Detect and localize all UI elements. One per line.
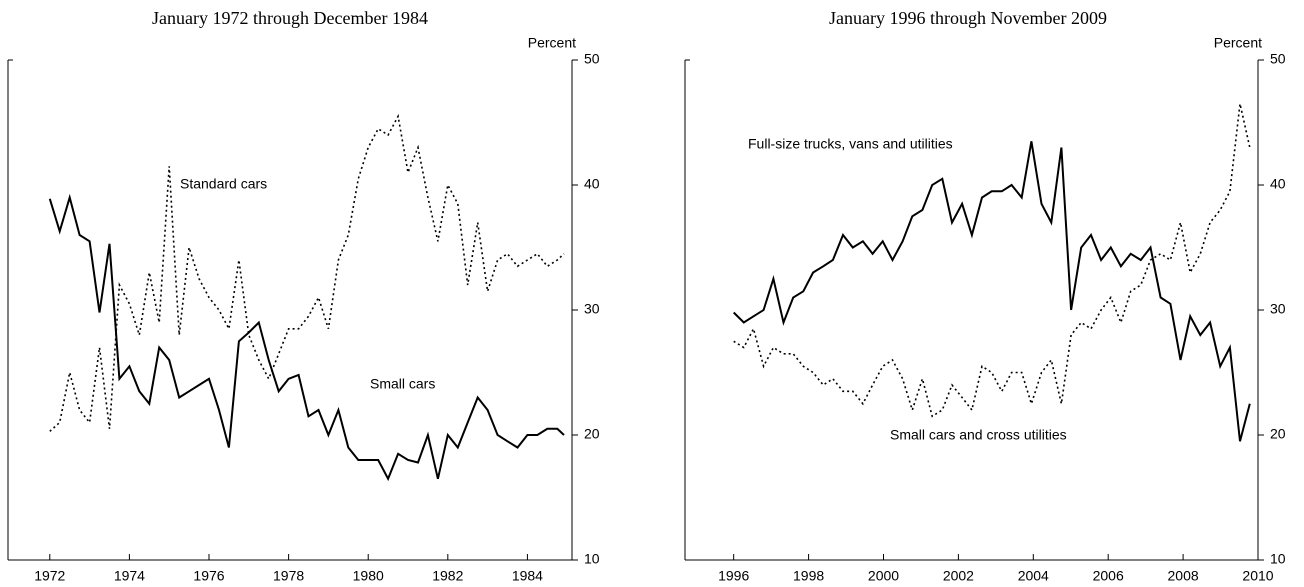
series-line	[49, 113, 565, 432]
x-tick-label: 2006	[1093, 568, 1124, 584]
series-label: Full-size trucks, vans and utilities	[748, 136, 953, 152]
x-tick-label: 1998	[793, 568, 824, 584]
x-tick-label: 2008	[1168, 568, 1199, 584]
x-tick-label: 1982	[432, 568, 463, 584]
y-tick-label: 10	[1270, 551, 1286, 567]
series-line	[733, 103, 1251, 418]
y-tick-label: 10	[584, 551, 600, 567]
x-tick-label: 1976	[193, 568, 224, 584]
y-tick-label: 30	[1270, 301, 1286, 317]
y-tick-label: 20	[584, 426, 600, 442]
y-tick-label: 40	[584, 176, 600, 192]
chart-title: January 1972 through December 1984	[152, 8, 428, 28]
series-label: Standard cars	[180, 176, 267, 192]
x-tick-label: 2004	[1018, 568, 1049, 584]
x-tick-label: 1972	[34, 568, 65, 584]
x-tick-label: 1996	[718, 568, 749, 584]
y-axis-label: Percent	[528, 35, 576, 51]
x-tick-label: 2002	[943, 568, 974, 584]
y-tick-label: 50	[1270, 51, 1286, 67]
chart-title: January 1996 through November 2009	[829, 8, 1107, 28]
y-axis-label: Percent	[1214, 35, 1262, 51]
y-tick-label: 20	[1270, 426, 1286, 442]
x-tick-label: 2010	[1242, 568, 1273, 584]
series-line	[732, 141, 1251, 442]
y-tick-label: 30	[584, 301, 600, 317]
x-tick-label: 1974	[114, 568, 145, 584]
x-tick-label: 1984	[512, 568, 543, 584]
y-tick-label: 40	[1270, 176, 1286, 192]
x-tick-label: 1980	[353, 568, 384, 584]
y-tick-label: 50	[584, 51, 600, 67]
series-label: Small cars and cross utilities	[890, 427, 1067, 443]
x-tick-label: 1978	[273, 568, 304, 584]
series-label: Small cars	[370, 376, 435, 392]
series-line	[48, 193, 565, 482]
x-tick-label: 2000	[868, 568, 899, 584]
